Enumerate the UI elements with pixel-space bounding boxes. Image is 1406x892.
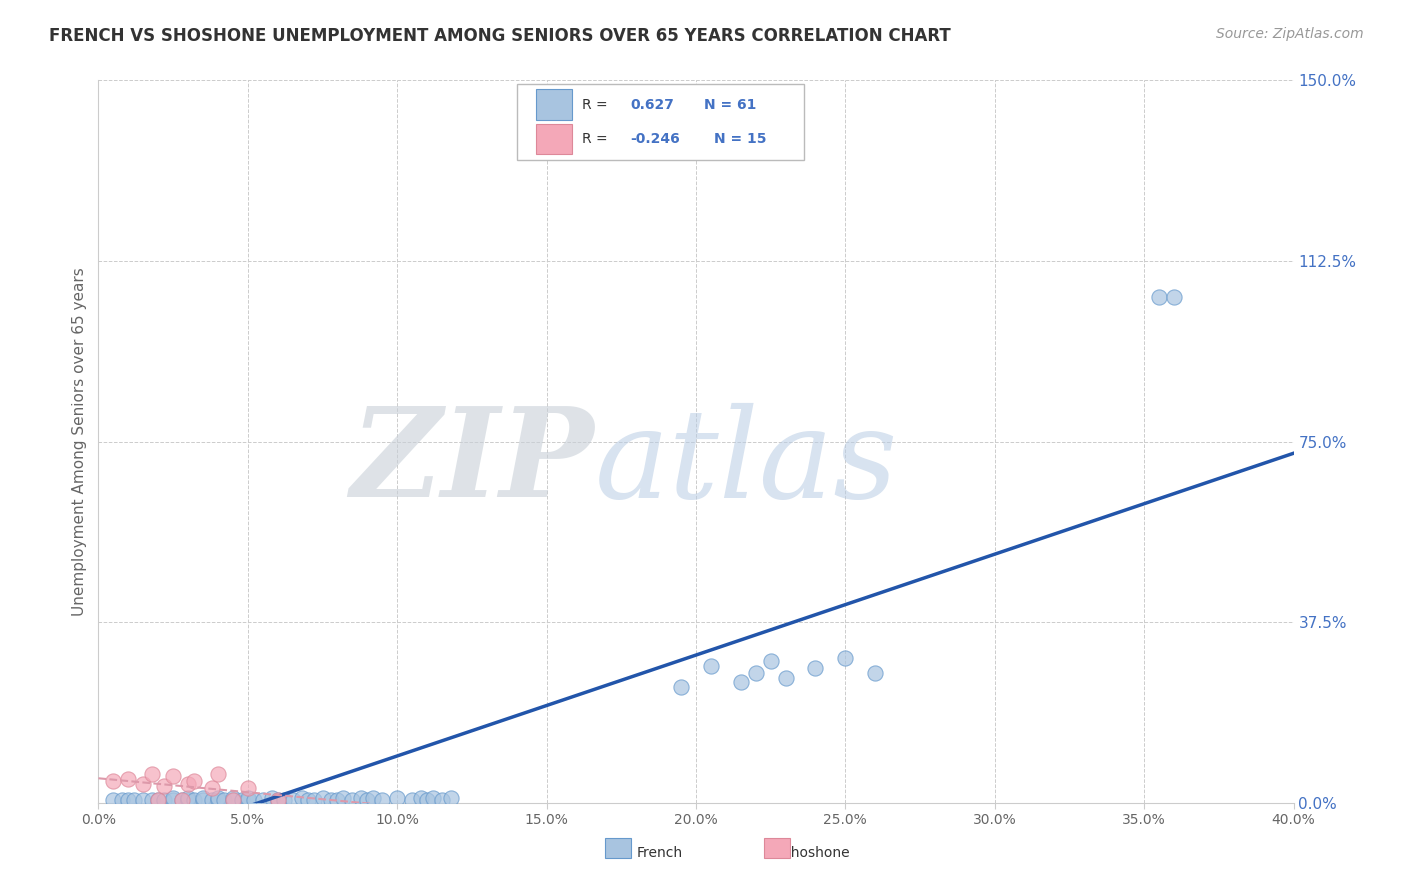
Point <box>183 793 205 807</box>
Point <box>252 793 274 807</box>
Point <box>117 793 139 807</box>
Point <box>291 791 314 805</box>
Point <box>222 793 245 807</box>
Point <box>775 671 797 685</box>
Point <box>231 793 253 807</box>
Point <box>401 793 423 807</box>
Point <box>363 791 385 805</box>
Point <box>267 793 290 807</box>
Point <box>153 793 176 807</box>
Point <box>132 793 155 807</box>
Point <box>700 658 723 673</box>
Text: Shoshone: Shoshone <box>782 847 849 860</box>
Point <box>804 661 827 675</box>
Point <box>422 791 444 805</box>
Point <box>162 769 184 783</box>
Point <box>177 791 200 805</box>
Text: -0.246: -0.246 <box>630 132 681 146</box>
Point <box>745 665 768 680</box>
Point <box>222 793 245 807</box>
Point <box>759 654 782 668</box>
Point <box>141 767 163 781</box>
Text: R =: R = <box>582 97 613 112</box>
Point <box>207 791 229 805</box>
Point <box>411 791 433 805</box>
Point <box>1147 290 1170 304</box>
Point <box>385 791 409 805</box>
FancyBboxPatch shape <box>605 838 631 858</box>
Point <box>103 774 125 789</box>
Point <box>260 791 283 805</box>
Point <box>103 793 125 807</box>
Point <box>212 793 235 807</box>
Point <box>162 791 184 805</box>
Text: Source: ZipAtlas.com: Source: ZipAtlas.com <box>1216 27 1364 41</box>
Y-axis label: Unemployment Among Seniors over 65 years: Unemployment Among Seniors over 65 years <box>72 268 87 615</box>
Point <box>297 793 319 807</box>
Point <box>236 793 259 807</box>
Point <box>141 793 163 807</box>
Point <box>191 793 214 807</box>
Point <box>162 793 184 807</box>
Point <box>177 793 200 807</box>
Point <box>302 793 325 807</box>
Point <box>191 791 214 805</box>
Point <box>117 772 139 786</box>
Point <box>321 793 343 807</box>
Point <box>834 651 856 665</box>
Point <box>201 781 224 796</box>
Point <box>132 776 155 790</box>
Text: 0.627: 0.627 <box>630 97 673 112</box>
Point <box>326 793 349 807</box>
Text: FRENCH VS SHOSHONE UNEMPLOYMENT AMONG SENIORS OVER 65 YEARS CORRELATION CHART: FRENCH VS SHOSHONE UNEMPLOYMENT AMONG SE… <box>49 27 950 45</box>
Point <box>311 791 333 805</box>
Text: N = 61: N = 61 <box>704 97 756 112</box>
Point <box>440 791 463 805</box>
Point <box>111 793 134 807</box>
Point <box>273 793 295 807</box>
Text: ZIP: ZIP <box>350 402 595 524</box>
Point <box>1163 290 1185 304</box>
Point <box>148 793 170 807</box>
Point <box>267 793 290 807</box>
Point <box>222 791 245 805</box>
Point <box>243 793 266 807</box>
Point <box>865 665 887 680</box>
Point <box>148 793 170 807</box>
Point <box>172 793 194 807</box>
Point <box>430 793 453 807</box>
Point <box>183 774 205 789</box>
Point <box>416 793 439 807</box>
FancyBboxPatch shape <box>536 89 572 120</box>
Point <box>207 767 229 781</box>
Point <box>124 793 146 807</box>
Text: R =: R = <box>582 132 613 146</box>
Point <box>207 793 229 807</box>
Point <box>153 779 176 793</box>
Point <box>177 776 200 790</box>
FancyBboxPatch shape <box>536 124 572 154</box>
Point <box>172 793 194 807</box>
Point <box>669 680 692 694</box>
Text: N = 15: N = 15 <box>714 132 766 146</box>
Point <box>342 793 364 807</box>
Point <box>371 793 394 807</box>
Point <box>730 675 752 690</box>
Point <box>332 791 354 805</box>
FancyBboxPatch shape <box>517 84 804 160</box>
Point <box>236 781 259 796</box>
Point <box>236 791 259 805</box>
Point <box>356 793 378 807</box>
Point <box>201 793 224 807</box>
Text: French: French <box>637 847 683 860</box>
Text: atlas: atlas <box>595 402 898 524</box>
Point <box>281 793 304 807</box>
FancyBboxPatch shape <box>763 838 790 858</box>
Point <box>350 791 373 805</box>
